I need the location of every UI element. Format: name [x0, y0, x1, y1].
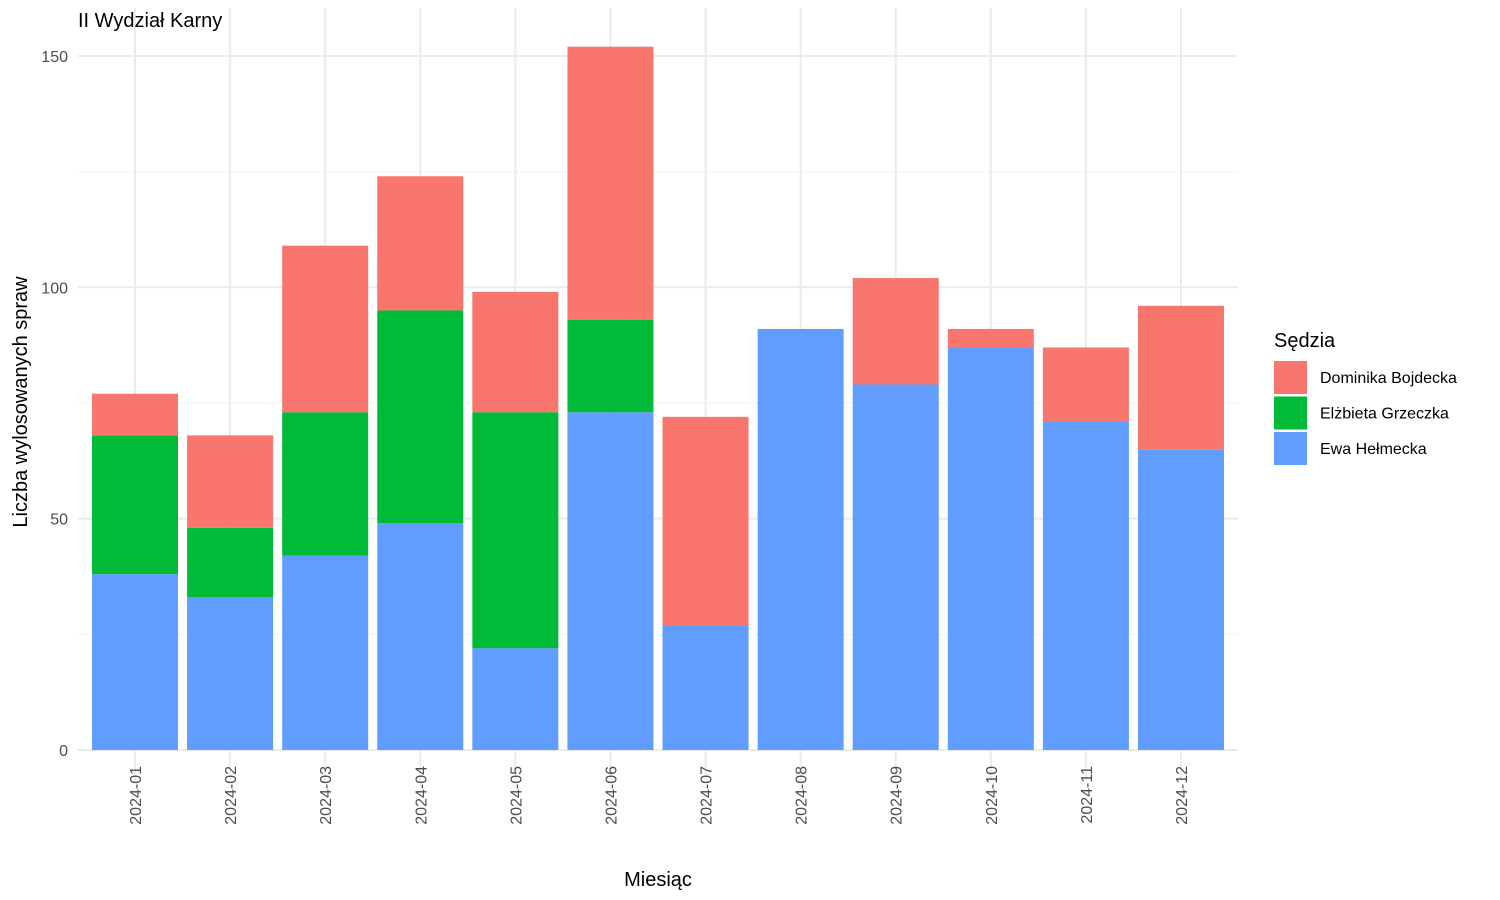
chart-title: II Wydział Karny — [78, 10, 222, 32]
bars — [92, 46, 1224, 750]
bar-segment — [282, 245, 369, 413]
bar-segment — [282, 555, 369, 750]
legend-label: Dominika Bojdecka — [1320, 370, 1457, 387]
legend-title: Sędzia — [1274, 330, 1336, 352]
bar-segment — [1137, 449, 1224, 750]
bar-segment — [92, 574, 178, 750]
legend-label: Ewa Hełmecka — [1320, 441, 1427, 458]
x-tick-label: 2024-10 — [984, 766, 1001, 825]
x-tick-label: 2024-12 — [1174, 766, 1191, 825]
x-tick-label: 2024-11 — [1079, 766, 1096, 824]
bar-segment — [662, 625, 749, 750]
x-tick-label: 2024-07 — [699, 766, 716, 825]
legend-swatch — [1274, 396, 1307, 430]
bar-segment — [567, 412, 654, 750]
bar-segment — [567, 46, 654, 320]
bar-segment — [1137, 305, 1224, 450]
bar-segment — [92, 435, 178, 575]
bar-segment — [187, 527, 274, 598]
y-tick-label: 150 — [41, 49, 68, 66]
bar-segment — [567, 319, 654, 413]
y-tick-label: 50 — [50, 512, 68, 529]
bar-segment — [1042, 347, 1129, 422]
x-tick-label: 2024-03 — [318, 766, 335, 825]
legend-swatch — [1274, 361, 1307, 394]
y-axis-label: Liczba wylosowanych spraw — [10, 276, 32, 528]
bar-segment — [472, 648, 559, 750]
x-tick-label: 2024-08 — [794, 766, 811, 825]
x-tick-label: 2024-01 — [128, 766, 145, 825]
bar-segment — [947, 328, 1034, 348]
bar-segment — [92, 393, 178, 436]
legend: Sędzia Dominika Bojdecka Elżbieta Grzeczk… — [1274, 330, 1457, 465]
bar-segment — [377, 176, 464, 311]
x-tick-label: 2024-05 — [508, 766, 525, 825]
x-tick-label: 2024-04 — [413, 766, 430, 825]
bar-segment — [472, 291, 559, 413]
bar-segment — [852, 278, 939, 385]
x-axis-ticks: 2024-01 2024-02 2024-03 2024-04 2024-05 2024-… — [128, 766, 1191, 825]
y-tick-label: 100 — [41, 280, 68, 297]
x-tick-label: 2024-02 — [223, 766, 240, 825]
bar-segment — [377, 523, 464, 750]
bar-segment — [187, 435, 274, 528]
bar-segment — [1042, 421, 1129, 750]
bar-segment — [757, 328, 844, 750]
bar-segment — [282, 412, 369, 556]
bar-segment — [377, 310, 464, 524]
bar-segment — [472, 412, 559, 649]
x-tick-label: 2024-09 — [889, 766, 906, 825]
y-tick-label: 0 — [59, 743, 68, 760]
legend-swatch — [1274, 432, 1307, 465]
x-axis-label: Miesiąc — [624, 869, 692, 891]
bar-segment — [947, 347, 1034, 750]
bar-segment — [852, 384, 939, 750]
bar-segment — [187, 597, 274, 750]
legend-label: Elżbieta Grzeczka — [1320, 406, 1449, 423]
bar-segment — [662, 416, 749, 626]
x-tick-label: 2024-06 — [603, 766, 620, 825]
y-axis-ticks: 0 50 100 150 — [41, 49, 68, 760]
